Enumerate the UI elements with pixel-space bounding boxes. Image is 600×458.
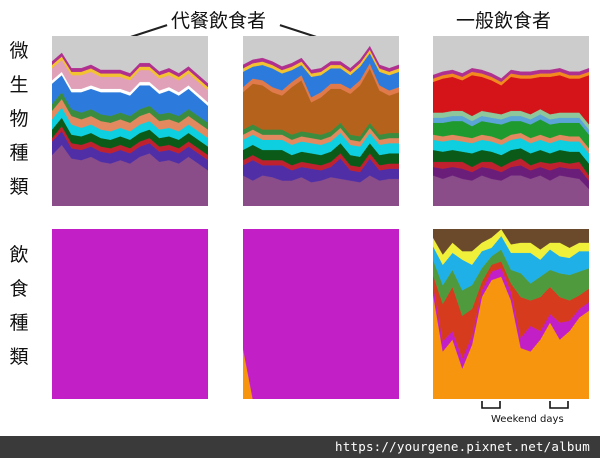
chart-microbe-meal-replacement-1 [52, 36, 208, 206]
area-series-12 [433, 68, 589, 83]
weekend-bracket-1 [481, 401, 501, 409]
row-label-top-char-5: 類 [9, 176, 29, 198]
chart-diet-meal-replacement-2 [243, 229, 399, 399]
chart-svg [433, 36, 589, 206]
row-label-bottom-char-3: 種 [9, 312, 29, 334]
row-label-top-char-3: 物 [9, 108, 29, 130]
row-label-diet-types: 飲 食 種 類 [8, 246, 30, 382]
row-label-bottom-char-2: 食 [9, 278, 29, 300]
area-series-7 [433, 229, 589, 255]
weekend-days-label: Weekend days [491, 414, 564, 425]
footer-url: https://yourgene.pixnet.net/album [335, 439, 590, 454]
row-label-top-char-2: 生 [9, 74, 29, 96]
chart-svg [243, 229, 399, 399]
chart-svg [52, 36, 208, 206]
chart-svg [52, 229, 208, 399]
footer-bar: https://yourgene.pixnet.net/album [0, 436, 600, 458]
weekend-brackets [481, 401, 569, 409]
row-label-microbe-types: 微 生 物 種 類 [8, 42, 30, 212]
chart-microbe-meal-replacement-2 [243, 36, 399, 206]
area-series-2 [243, 229, 399, 399]
chart-diet-regular-diet [433, 229, 589, 399]
area-series-12 [52, 52, 208, 88]
row-label-bottom-char-1: 飲 [9, 244, 29, 266]
row-label-bottom-char-4: 類 [9, 346, 29, 368]
area-series-1 [433, 175, 589, 206]
header-meal-replacement: 代餐飲食者 [171, 10, 267, 32]
chart-microbe-regular-diet [433, 36, 589, 206]
header-regular-diet: 一般飲食者 [456, 10, 552, 32]
row-label-top-char-4: 種 [9, 142, 29, 164]
chart-svg [433, 229, 589, 399]
chart-diet-meal-replacement-1 [52, 229, 208, 399]
row-label-top-char-1: 微 [9, 40, 29, 62]
area-series-12 [243, 45, 399, 74]
chart-svg [243, 36, 399, 206]
weekend-bracket-2 [549, 401, 569, 409]
area-series-1 [52, 229, 208, 399]
